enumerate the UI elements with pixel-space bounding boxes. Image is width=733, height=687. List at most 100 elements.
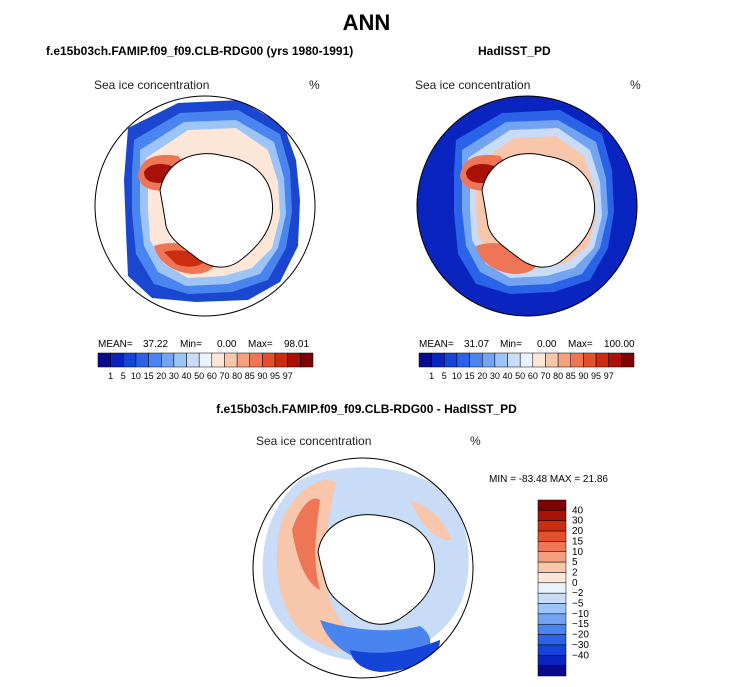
panel2-colorbar-swatch	[519, 352, 534, 368]
diff-colorbar-swatch	[537, 613, 567, 625]
panel2-colorbar-swatch	[557, 352, 572, 368]
diff-colorbar-swatch	[537, 520, 567, 532]
panel2-colorbar: 1 5 10 15 20 30 40 50 60 70 80 85 90 95 97	[418, 352, 635, 381]
panel1-colorbar-swatch	[224, 352, 238, 368]
panel1-field-label: Sea ice concentration	[94, 78, 210, 92]
panel2-colorbar-swatch	[431, 352, 445, 368]
panel1-colorbar-swatch	[300, 352, 314, 368]
panel2-colorbar-tick-label: 95	[591, 371, 601, 381]
panel1-colorbar-swatch	[249, 352, 263, 368]
panel1-colorbar-tick-label: 5	[121, 371, 126, 381]
diff-colorbar-tick-label: 40	[572, 505, 584, 516]
panel2-field-label: Sea ice concentration	[415, 78, 531, 92]
panel1-colorbar-swatch	[287, 352, 301, 368]
panel2-units: %	[630, 78, 641, 92]
panel2-colorbar-swatch	[456, 352, 470, 368]
panel1-colorbar-swatch	[110, 352, 124, 368]
diff-colorbar-tick-label: 0	[572, 578, 578, 589]
diff-colorbar-tick-label: 10	[572, 547, 584, 558]
diff-colorbar-swatch	[537, 644, 567, 656]
panel1-colorbar-swatch	[274, 352, 288, 368]
panel2-colorbar-tick-label: 40	[503, 371, 513, 381]
panel1-colorbar-swatch	[262, 352, 276, 368]
panel2-colorbar-swatch	[595, 352, 609, 368]
panel1-colorbar-swatch	[135, 352, 149, 368]
panel1-colorbar: 1 5 10 15 20 30 40 50 60 70 80 85 90 95 97	[97, 352, 314, 381]
panel1-colorbar-tick-label: 70	[219, 371, 229, 381]
panel2-colorbar-tick-label: 10	[452, 371, 462, 381]
panel1-colorbar-swatch	[160, 352, 175, 368]
diff-colorbar-swatch	[537, 582, 567, 594]
diff-colorbar-tick-label: −10	[572, 609, 589, 620]
panel2-colorbar-swatch	[583, 352, 597, 368]
panel1-units: %	[309, 78, 320, 92]
diff-colorbar-swatch	[537, 530, 567, 542]
panel2-colorbar-tick-label: 97	[604, 371, 614, 381]
panel2-colorbar-swatch	[621, 352, 635, 368]
panel2-colorbar-swatch	[608, 352, 622, 368]
panel1-mean: 37.22	[143, 339, 169, 350]
panel1-colorbar-tick-label: 1	[108, 371, 113, 381]
diff-colorbar-swatch	[537, 592, 567, 604]
diff-colorbar-swatch	[537, 541, 567, 553]
panel1-colorbar-swatch	[198, 352, 213, 368]
panel1-max: 98.01	[284, 339, 310, 350]
panel1-map	[95, 96, 315, 316]
diff-colorbar-tick-label: −15	[572, 619, 589, 630]
diff-colorbar-tick-label: −30	[572, 640, 589, 651]
panel1-colorbar-tick-label: 90	[257, 371, 267, 381]
panel1-title: f.e15b03ch.FAMIP.f09_f09.CLB-RDG00 (yrs …	[46, 44, 354, 58]
panel2-min-label: Min=	[500, 339, 522, 350]
panel1-colorbar-tick-label: 60	[207, 371, 217, 381]
diff-colorbar-swatch	[537, 510, 567, 521]
panel2-title: HadISST_PD	[478, 44, 551, 58]
panel2-colorbar-tick-label: 60	[528, 371, 538, 381]
panel2-mean: 31.07	[464, 339, 490, 350]
page-title: ANN	[342, 10, 391, 35]
diff-colorbar-swatch	[537, 561, 567, 573]
panel2-colorbar-swatch	[418, 352, 432, 368]
panel2-colorbar-swatch	[469, 352, 483, 368]
diff-colorbar-swatch	[537, 603, 567, 615]
panel1-colorbar-swatch	[236, 352, 251, 368]
panel1-colorbar-swatch	[173, 352, 187, 368]
diff-colorbar-swatch	[537, 551, 567, 563]
panel2-colorbar-tick-label: 20	[477, 371, 487, 381]
panel1-colorbar-tick-label: 80	[232, 371, 242, 381]
panel1-colorbar-tick-label: 85	[245, 371, 255, 381]
panel1-colorbar-tick-label: 95	[270, 371, 280, 381]
diff-units: %	[470, 434, 481, 448]
diff-colorbar-tick-label: −5	[572, 599, 584, 610]
panel1-mean-label: MEAN=	[98, 339, 133, 350]
panel1-colorbar-swatch	[211, 352, 225, 368]
panel1-colorbar-tick-label: 40	[182, 371, 192, 381]
panel2-colorbar-swatch	[545, 352, 559, 368]
diff-field-label: Sea ice concentration	[256, 434, 372, 448]
panel2-colorbar-swatch	[494, 352, 508, 368]
diff-colorbar-tick-label: 20	[572, 526, 584, 537]
panel2-colorbar-tick-label: 80	[553, 371, 563, 381]
diff-colorbar-tick-label: −40	[572, 650, 589, 661]
diff-minmax: MIN = -83.48 MAX = 21.86	[489, 474, 608, 485]
diff-colorbar-tick-label: −2	[572, 588, 584, 599]
panel1-colorbar-swatch	[123, 352, 137, 368]
panel1-colorbar-tick-label: 20	[156, 371, 166, 381]
panel2-mean-label: MEAN=	[419, 339, 454, 350]
panel1-colorbar-swatch	[186, 352, 200, 368]
panel1-colorbar-tick-label: 10	[131, 371, 141, 381]
panel1-min: 0.00	[217, 339, 237, 350]
panel2-colorbar-tick-label: 30	[490, 371, 500, 381]
diff-colorbar-tick-label: 2	[572, 567, 578, 578]
panel1-max-label: Max=	[248, 339, 273, 350]
panel1-min-label: Min=	[180, 339, 202, 350]
panel2-min: 0.00	[537, 339, 557, 350]
panel2-colorbar-tick-label: 85	[566, 371, 576, 381]
panel2-colorbar-swatch	[444, 352, 458, 368]
diff-colorbar-swatch	[537, 623, 567, 635]
panel1-colorbar-tick-label: 30	[169, 371, 179, 381]
panel2-colorbar-tick-label: 90	[578, 371, 588, 381]
diff-colorbar-tick-label: 30	[572, 516, 584, 527]
panel2-colorbar-swatch	[481, 352, 496, 368]
